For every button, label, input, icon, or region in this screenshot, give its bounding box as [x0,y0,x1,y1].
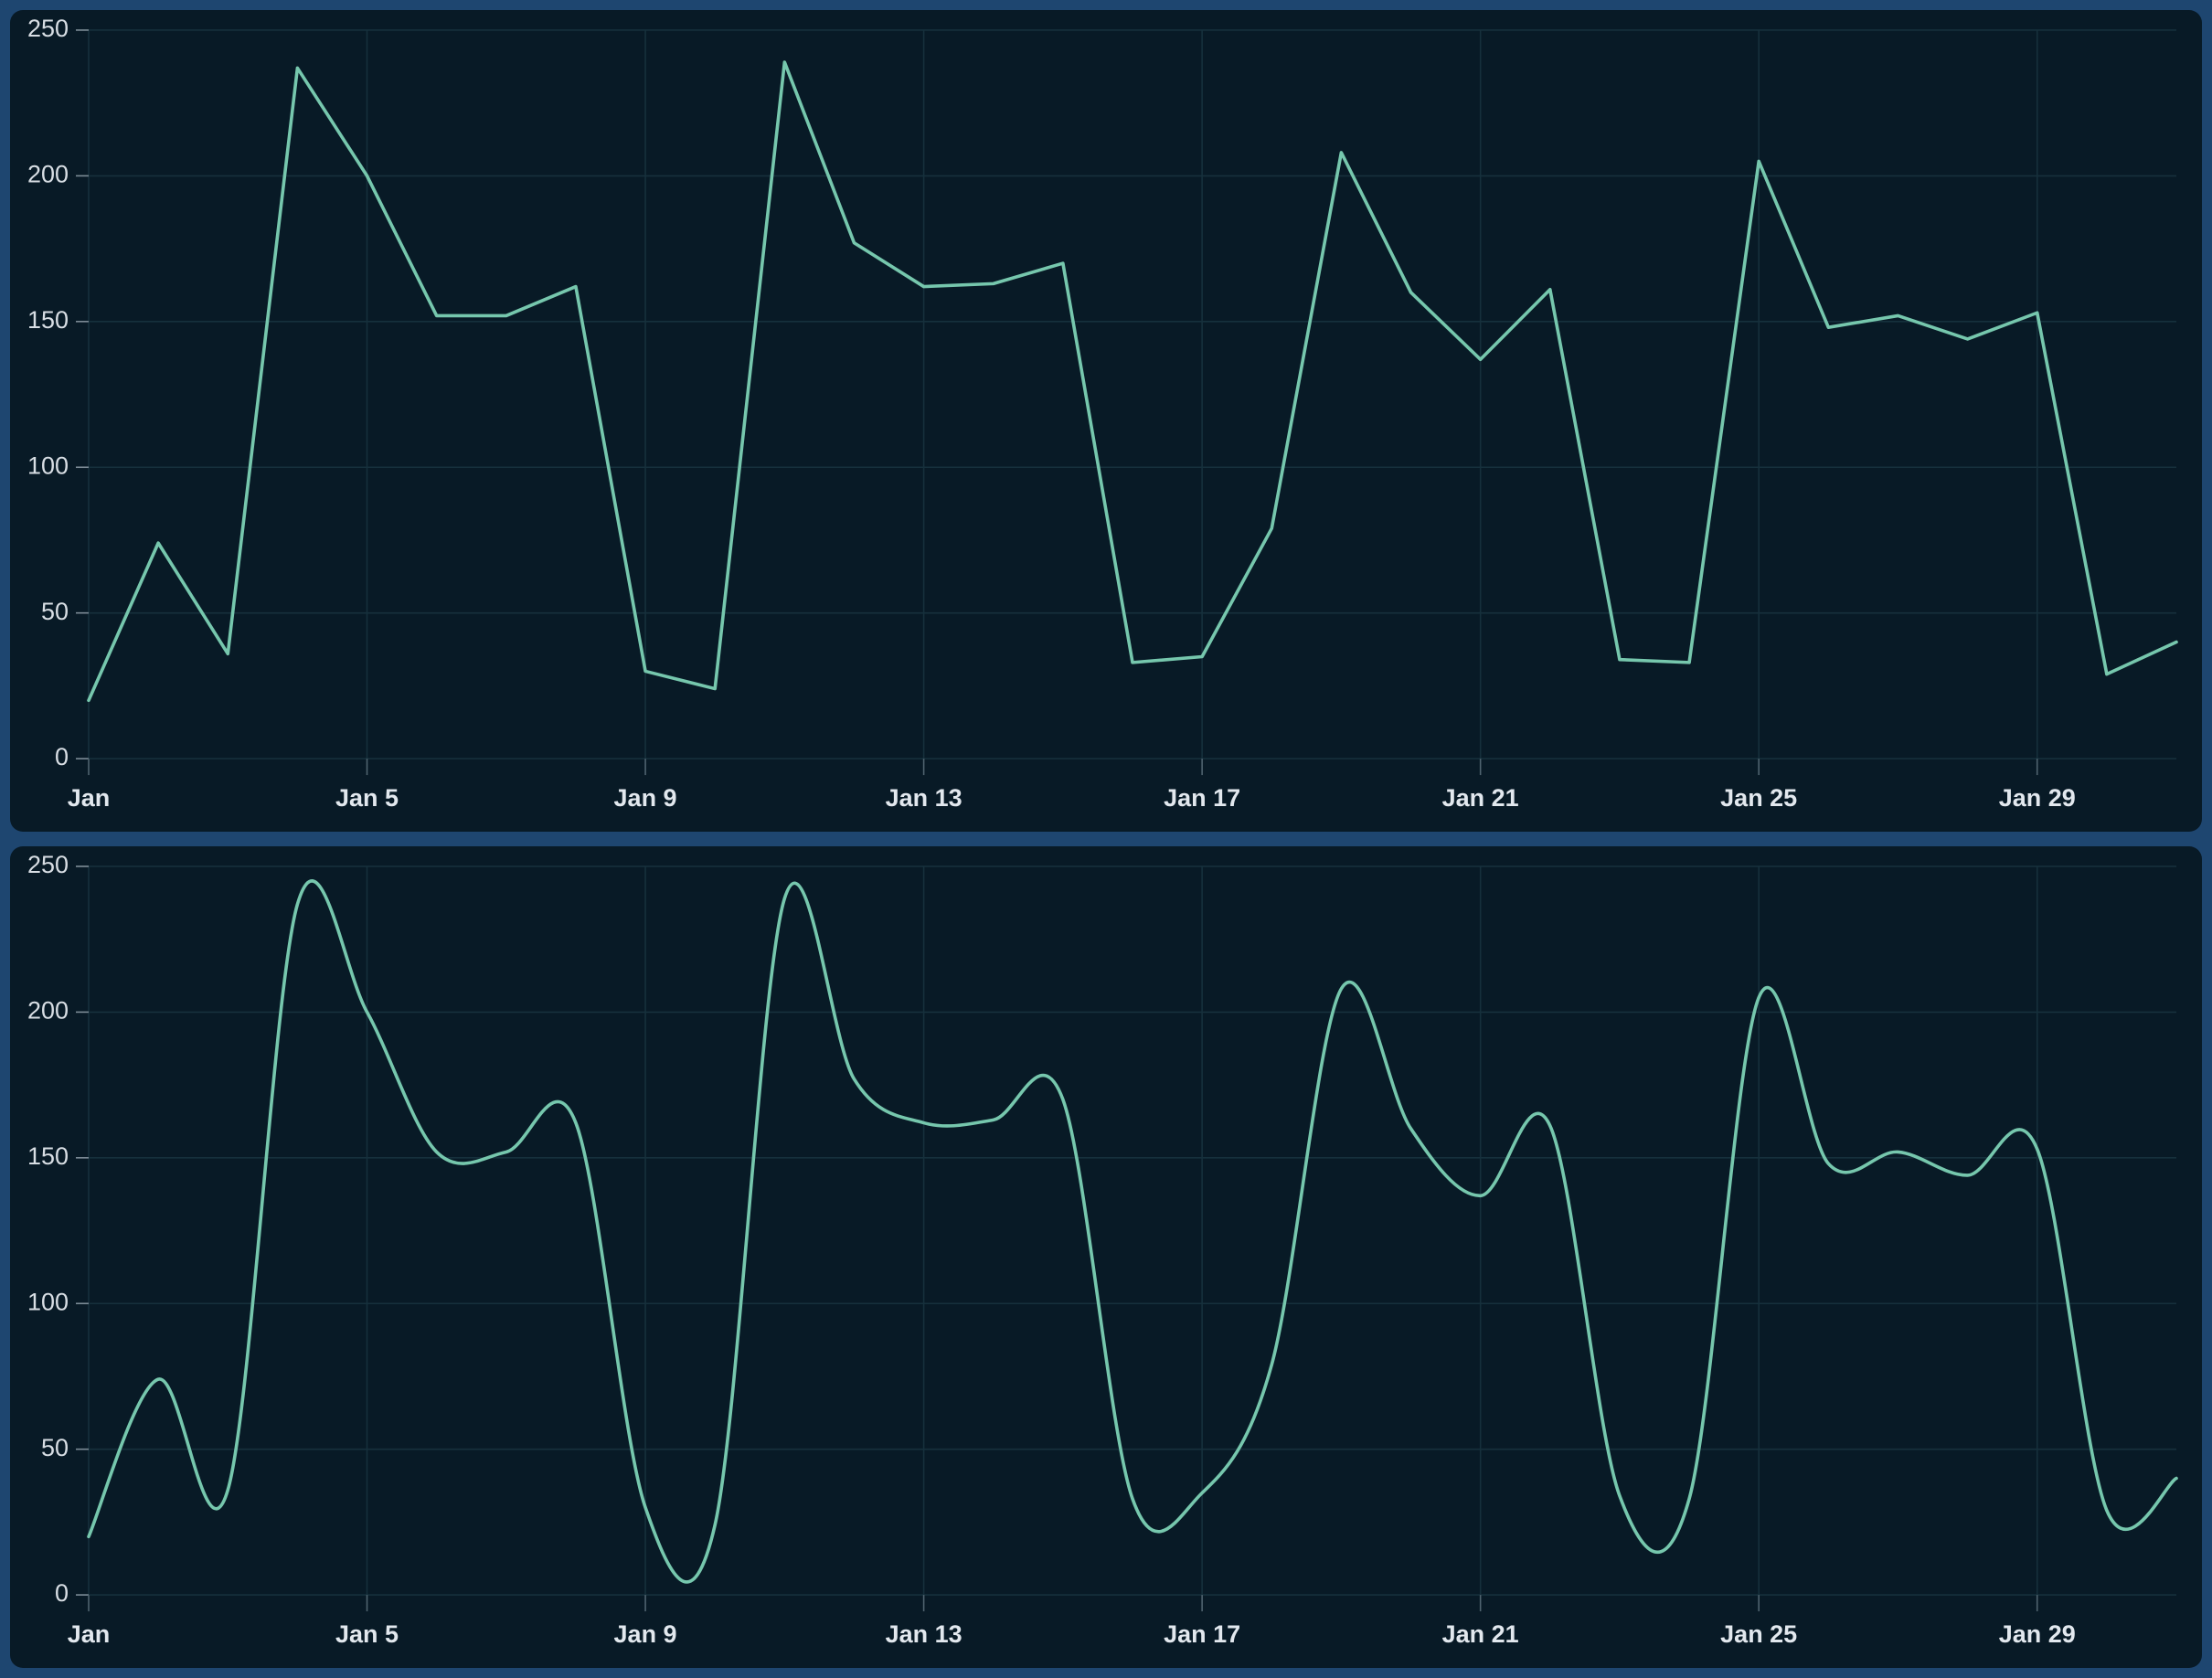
y-tick-label: 200 [27,161,69,188]
x-axis: Jan Jan 5 Jan 9 Jan 13 Jan 17 Jan 21 Jan 25 Jan… [68,1595,2076,1648]
x-tick-label: Jan 29 [1999,1620,2076,1648]
y-tick-label: 50 [41,1434,69,1461]
x-axis: Jan Jan 5 Jan 9 Jan 13 Jan 17 Jan 21 Jan 25 Jan… [68,759,2076,812]
y-tick-label: 50 [41,598,69,625]
x-tick-label: Jan 13 [886,784,962,812]
x-tick-label: Jan 13 [886,1620,962,1648]
x-tick-label: Jan 29 [1999,784,2076,812]
data-series-line [87,60,2178,703]
y-tick-label: 0 [55,743,69,770]
gridlines [88,866,2176,1596]
y-tick-label: 150 [27,306,69,334]
y-tick-label: 100 [27,1288,69,1315]
x-tick-label: Jan 9 [614,784,677,812]
y-tick-label: 250 [27,851,69,878]
y-tick-label: 150 [27,1142,69,1170]
y-axis: 0 50 100 150 200 250 [27,15,89,770]
data-series-group [87,879,2178,1584]
panel-linear-line-chart[interactable]: 0 50 100 150 200 250 Jan Jan 5 Jan 9 Jan 13 Jan 17… [10,10,2202,832]
y-tick-label: 0 [55,1579,69,1607]
gridlines [88,29,2176,759]
x-tick-label: Jan 25 [1720,1620,1797,1648]
x-tick-label: Jan 25 [1720,784,1797,812]
data-series-line [87,879,2178,1584]
panel-smoothed-line-chart[interactable]: 0 50 100 150 200 250 Jan Jan 5 Jan 9 Jan 13 Jan 17… [10,846,2202,1668]
x-tick-label: Jan 9 [614,1620,677,1648]
smoothed-line-chart-svg[interactable]: 0 50 100 150 200 250 Jan Jan 5 Jan 9 Jan 13 Jan 17… [10,846,2202,1668]
x-tick-label: Jan 5 [335,1620,399,1648]
y-axis: 0 50 100 150 200 250 [27,851,89,1607]
linear-line-chart-svg[interactable]: 0 50 100 150 200 250 Jan Jan 5 Jan 9 Jan 13 Jan 17… [10,10,2202,832]
data-series-group [87,60,2178,703]
y-tick-label: 100 [27,451,69,479]
y-tick-label: 250 [27,15,69,42]
x-tick-label: Jan 21 [1442,784,1519,812]
x-tick-label: Jan 21 [1442,1620,1519,1648]
x-tick-label: Jan 5 [335,784,399,812]
x-tick-label: Jan [68,784,111,812]
x-tick-label: Jan [68,1620,111,1648]
x-tick-label: Jan 17 [1164,784,1240,812]
y-tick-label: 200 [27,997,69,1025]
x-tick-label: Jan 17 [1164,1620,1240,1648]
